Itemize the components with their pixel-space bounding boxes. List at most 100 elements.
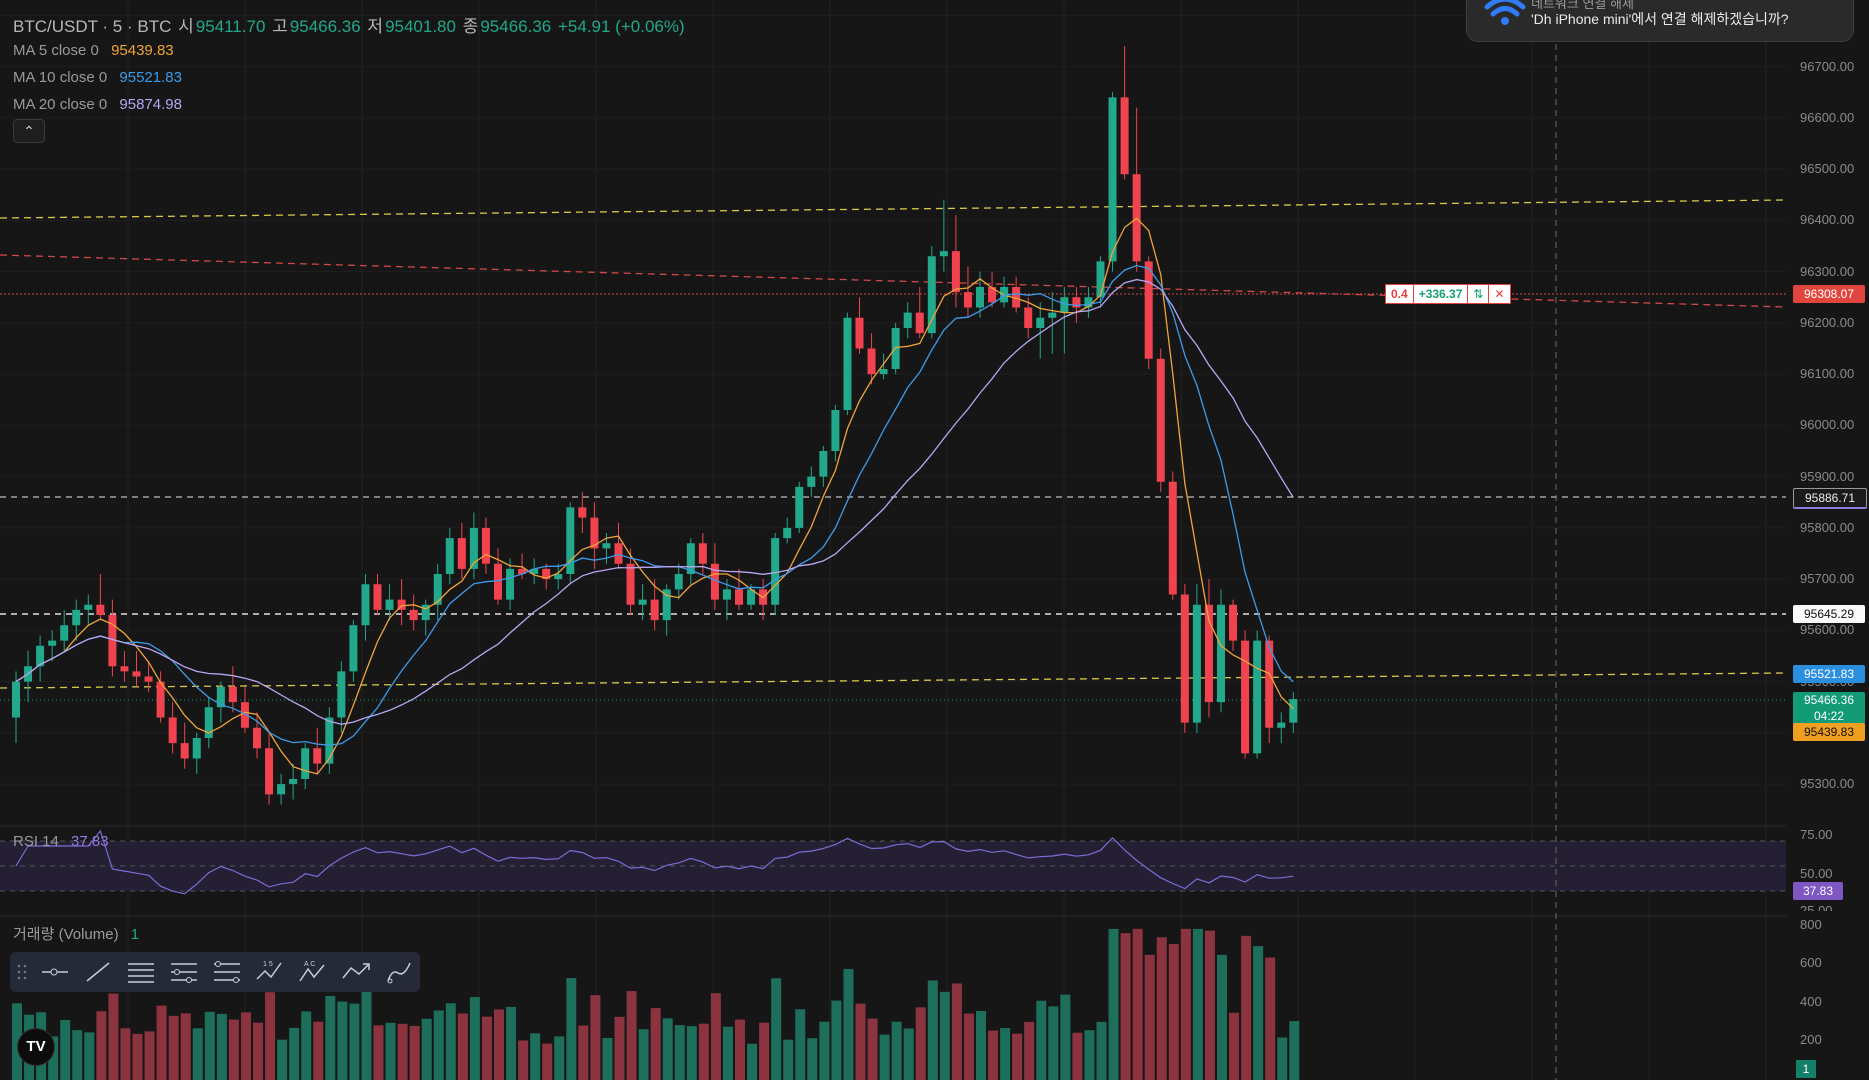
volume-bar bbox=[1156, 937, 1167, 1080]
horizontal-ray-icon[interactable] bbox=[34, 952, 77, 992]
candle-body bbox=[373, 584, 382, 610]
candlestick-series bbox=[12, 46, 1298, 805]
network-notification[interactable]: 네트워크 연결 해제 'Dh iPhone mini'에서 연결 해제하겠습니까… bbox=[1466, 0, 1854, 42]
candle-body bbox=[108, 615, 117, 667]
candle-body bbox=[156, 681, 165, 718]
volume-bar bbox=[819, 1021, 830, 1080]
volume-legend[interactable]: 거래량 (Volume) 1 bbox=[13, 923, 141, 944]
position-order-box[interactable]: 0.4 +336.37 ⇅ ✕ bbox=[1385, 284, 1511, 304]
reverse-arrows-icon[interactable]: ⇅ bbox=[1468, 284, 1490, 304]
pitchfork-icon[interactable] bbox=[163, 952, 206, 992]
candle-body bbox=[445, 538, 454, 574]
volume-axis-600: 600 bbox=[1800, 955, 1822, 970]
volume-bar bbox=[204, 1011, 215, 1080]
candle-body bbox=[976, 287, 984, 308]
fib-retracement-icon[interactable] bbox=[206, 952, 249, 992]
candle-body bbox=[1012, 287, 1021, 308]
volume-bar bbox=[1277, 1037, 1288, 1080]
volume-bar bbox=[409, 1025, 420, 1080]
candle-body bbox=[927, 256, 936, 334]
abcd-pattern-icon[interactable]: A C bbox=[291, 952, 334, 992]
candle-body bbox=[1072, 297, 1081, 308]
horizontal-line-tag-2: 95645.29 bbox=[1793, 605, 1865, 623]
candle-body bbox=[638, 599, 647, 605]
legend-collapse-button[interactable]: ⌃ bbox=[13, 119, 45, 143]
volume-bar bbox=[831, 1000, 842, 1080]
volume-bar bbox=[301, 1011, 312, 1080]
price-axis-label: 96600.00 bbox=[1800, 109, 1855, 125]
candle-body bbox=[1144, 261, 1153, 359]
low-value: 95401.80 bbox=[385, 17, 456, 36]
candle-body bbox=[518, 568, 527, 574]
elliott-wave-icon[interactable]: 1 5 bbox=[248, 952, 291, 992]
volume-bar bbox=[168, 1015, 179, 1080]
volume-bar bbox=[156, 1005, 167, 1080]
drawing-toolbar[interactable]: 1 5 A C bbox=[10, 952, 420, 992]
ma5-legend[interactable]: MA 5 close 0 95439.83 bbox=[13, 42, 176, 59]
candle-body bbox=[180, 743, 189, 759]
moving-average-lines bbox=[15, 217, 1294, 775]
ma10-legend[interactable]: MA 10 close 0 95521.83 bbox=[13, 69, 184, 86]
candle-body bbox=[1241, 640, 1250, 754]
volume-bar bbox=[337, 1001, 348, 1080]
close-icon[interactable]: ✕ bbox=[1489, 284, 1511, 304]
candle-body bbox=[385, 599, 394, 610]
chart-grid bbox=[127, 0, 1767, 1080]
volume-bar bbox=[506, 1006, 517, 1080]
candle-body bbox=[686, 543, 695, 574]
tradingview-logo[interactable]: TV bbox=[17, 1028, 55, 1066]
volume-bar bbox=[48, 1036, 59, 1080]
volume-bar bbox=[735, 1019, 745, 1080]
ma10-price-tag: 95521.83 bbox=[1793, 665, 1865, 683]
volume-bar bbox=[1192, 928, 1203, 1080]
volume-bar bbox=[976, 1011, 986, 1080]
volume-bar bbox=[988, 1030, 999, 1080]
symbol-legend[interactable]: BTC/USDT · 5 · BTC 시 95411.70 고 95466.36 저… bbox=[13, 12, 687, 37]
volume-bar bbox=[722, 1026, 733, 1080]
drag-handle-icon[interactable] bbox=[10, 952, 34, 992]
ma20-legend[interactable]: MA 20 close 0 95874.98 bbox=[13, 96, 184, 113]
rsi-axis-75: 75.00 bbox=[1800, 827, 1833, 842]
candle-body bbox=[1277, 722, 1286, 728]
candle-body bbox=[397, 599, 406, 610]
volume-tag: 1 bbox=[1796, 1060, 1816, 1078]
notification-title: 네트워크 연결 해제 bbox=[1531, 0, 1634, 11]
volume-bar bbox=[457, 1013, 468, 1080]
rsi-legend[interactable]: RSI 14 37.83 bbox=[13, 833, 111, 850]
yellow-trendline-bottom bbox=[0, 672, 1787, 689]
volume-bar bbox=[1168, 943, 1179, 1080]
volume-bar bbox=[421, 1018, 432, 1080]
candle-body bbox=[855, 317, 864, 349]
volume-bar bbox=[144, 1031, 155, 1080]
candle-body bbox=[747, 589, 756, 605]
horizontal-line-tag-1: 95886.71 bbox=[1793, 488, 1867, 509]
candle-body bbox=[566, 507, 575, 574]
order-qty[interactable]: 0.4 bbox=[1385, 284, 1414, 304]
volume-bar bbox=[469, 997, 480, 1080]
close-value: 95466.36 bbox=[480, 17, 552, 36]
path-icon[interactable] bbox=[334, 952, 377, 992]
rsi-label: RSI 14 bbox=[13, 833, 59, 850]
candle-body bbox=[1253, 640, 1262, 754]
candle-body bbox=[1229, 604, 1238, 641]
volume-bar bbox=[674, 1025, 685, 1080]
notification-message: 'Dh iPhone mini'에서 연결 해제하겠습니까? bbox=[1531, 11, 1789, 27]
candle-body bbox=[12, 681, 20, 718]
candle-body bbox=[795, 486, 804, 528]
volume-bar bbox=[614, 1016, 625, 1080]
candle-body bbox=[650, 599, 659, 621]
trend-line-icon[interactable] bbox=[77, 952, 120, 992]
brush-icon[interactable] bbox=[377, 952, 420, 992]
parallel-channel-icon[interactable] bbox=[120, 952, 163, 992]
volume-bar bbox=[518, 1040, 529, 1080]
volume-bar bbox=[638, 1029, 649, 1080]
volume-bar bbox=[385, 1022, 396, 1080]
ma5-value: 95439.83 bbox=[111, 42, 174, 59]
symbol-name[interactable]: BTC/USDT · 5 · BTC bbox=[13, 17, 172, 36]
price-axis-label: 96500.00 bbox=[1800, 161, 1855, 177]
rsi-line bbox=[15, 829, 1294, 895]
price-axis-label: 95700.00 bbox=[1800, 571, 1855, 587]
volume-bar bbox=[108, 993, 119, 1080]
ma10-label: MA 10 close 0 bbox=[13, 69, 108, 86]
